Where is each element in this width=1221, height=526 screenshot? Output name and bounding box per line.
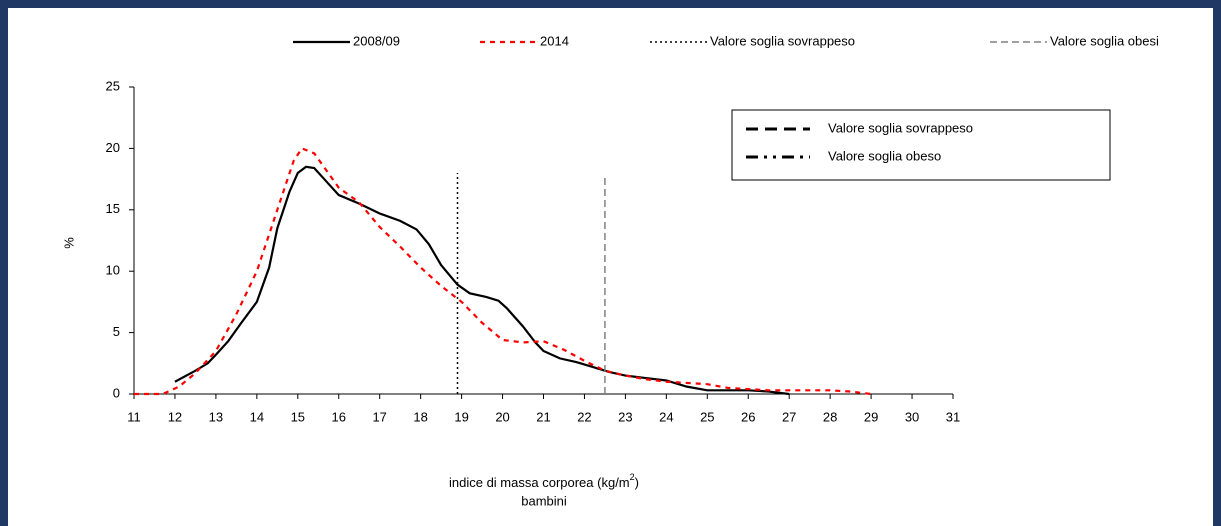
inner-legend-box bbox=[731, 109, 1111, 181]
legend-label: 2014 bbox=[540, 33, 569, 48]
legend-label: Valore soglia obesi bbox=[1050, 33, 1159, 48]
x-label-end: ) bbox=[635, 475, 639, 490]
x-tick-label: 25 bbox=[700, 409, 714, 424]
x-label-text: indice di massa corporea (kg/m bbox=[449, 475, 630, 490]
x-tick-label: 12 bbox=[168, 409, 182, 424]
x-tick-label: 28 bbox=[823, 409, 837, 424]
x-axis-label-2: bambini bbox=[521, 493, 567, 508]
y-axis-label: % bbox=[61, 237, 76, 249]
x-tick-label: 17 bbox=[372, 409, 386, 424]
series-line bbox=[174, 165, 790, 396]
y-tick-label: 20 bbox=[106, 140, 120, 155]
chart-background bbox=[8, 8, 1213, 526]
x-tick-label: 13 bbox=[209, 409, 223, 424]
x-tick-label: 23 bbox=[618, 409, 632, 424]
x-tick-label: 21 bbox=[536, 409, 550, 424]
x-tick-label: 18 bbox=[413, 409, 427, 424]
x-tick-label: 27 bbox=[782, 409, 796, 424]
legend-label: Valore soglia sovrappeso bbox=[710, 33, 855, 48]
x-tick-label: 15 bbox=[291, 409, 305, 424]
x-tick-label: 26 bbox=[741, 409, 755, 424]
y-tick-label: 25 bbox=[106, 78, 120, 93]
x-tick-label: 19 bbox=[454, 409, 468, 424]
inner-legend-label: Valore soglia obeso bbox=[828, 148, 941, 163]
x-tick-label: 29 bbox=[864, 409, 878, 424]
x-tick-label: 22 bbox=[577, 409, 591, 424]
y-tick-label: 10 bbox=[106, 263, 120, 278]
x-tick-label: 24 bbox=[659, 409, 673, 424]
y-tick-label: 5 bbox=[113, 324, 120, 339]
x-axis-label: indice di massa corporea (kg/m2) bbox=[449, 472, 639, 490]
x-tick-label: 14 bbox=[250, 409, 264, 424]
x-tick-label: 11 bbox=[127, 409, 141, 424]
y-tick-label: 15 bbox=[106, 201, 120, 216]
x-tick-label: 16 bbox=[332, 409, 346, 424]
x-label-sup: 2 bbox=[630, 472, 635, 482]
x-tick-label: 30 bbox=[905, 409, 919, 424]
legend-label: 2008/09 bbox=[353, 33, 400, 48]
y-tick-label: 0 bbox=[113, 385, 120, 400]
x-tick-label: 20 bbox=[495, 409, 509, 424]
series-line bbox=[134, 147, 872, 396]
inner-legend-label: Valore soglia sovrappeso bbox=[828, 120, 973, 135]
x-tick-label: 31 bbox=[946, 409, 960, 424]
